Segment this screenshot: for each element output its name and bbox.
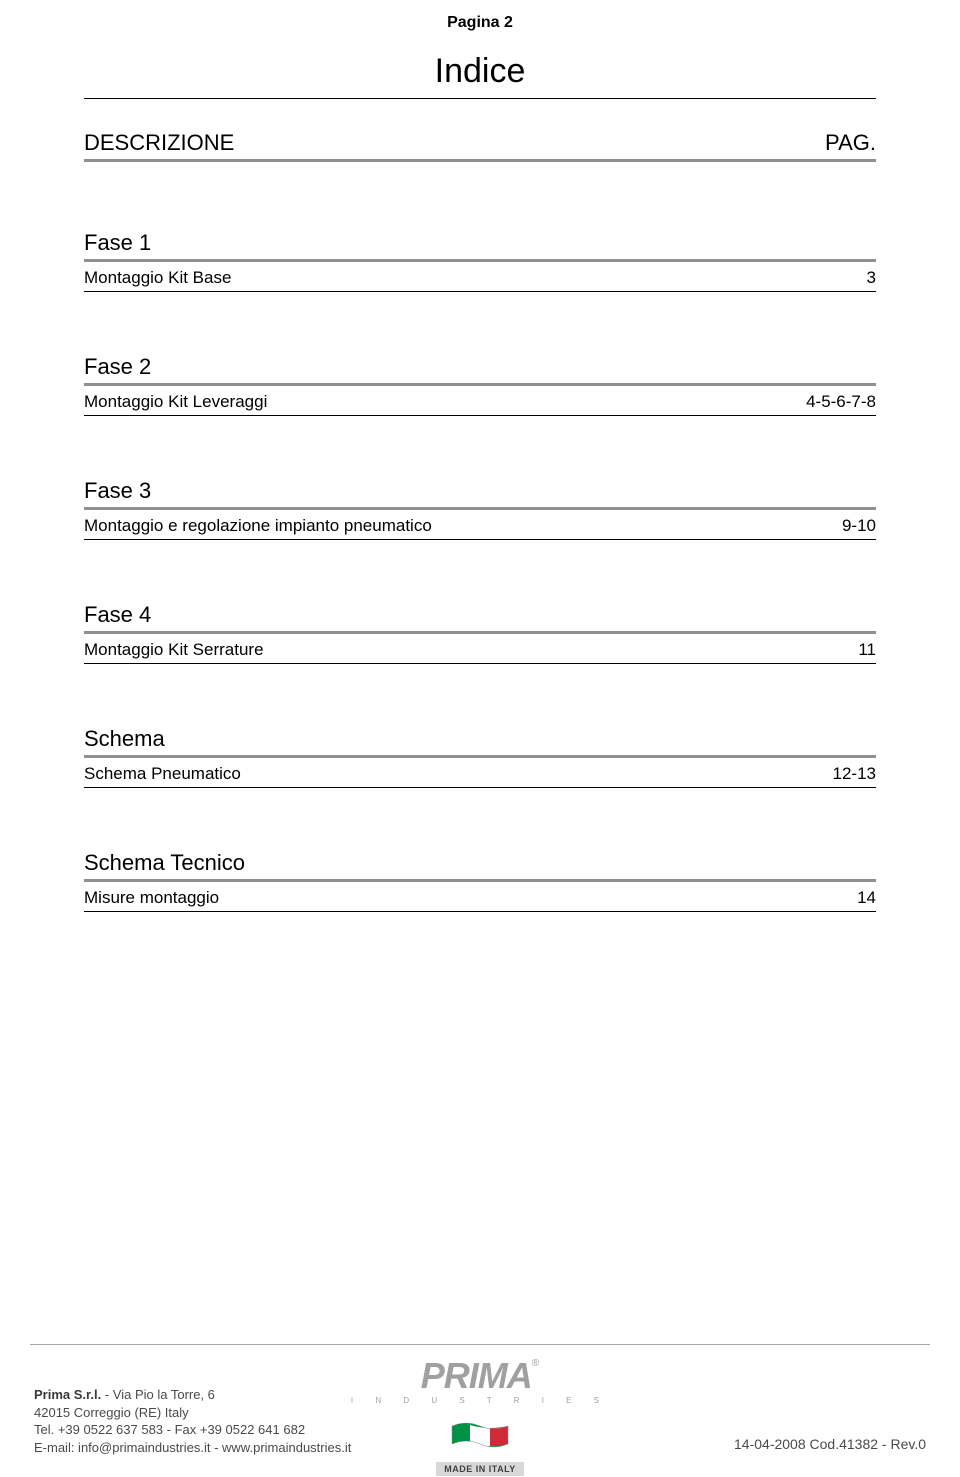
toc-header-left: DESCRIZIONE <box>84 130 234 156</box>
toc-item-row: Montaggio e regolazione impianto pneumat… <box>84 510 876 540</box>
registered-icon: ® <box>532 1358 539 1369</box>
toc-item-row: Montaggio Kit Serrature 11 <box>84 634 876 664</box>
footer-tel: Tel. +39 0522 637 583 - Fax +39 0522 641… <box>34 1421 351 1439</box>
toc-heading-label: Schema Tecnico <box>84 850 245 876</box>
toc-item-row: Montaggio Kit Base 3 <box>84 262 876 292</box>
toc-item-page: 4-5-6-7-8 <box>806 392 876 412</box>
toc-section-heading: Schema <box>84 720 876 758</box>
footer-address1: - <box>105 1387 113 1402</box>
toc-header-row: DESCRIZIONE PAG. <box>84 130 876 162</box>
footer-logo-block: PRIMA® I N D U S T R I E S MADE IN ITALY <box>340 1358 620 1477</box>
toc-heading-label: Fase 4 <box>84 602 151 628</box>
toc-heading-label: Fase 3 <box>84 478 151 504</box>
toc-heading-label: Schema <box>84 726 165 752</box>
footer-company: Prima S.r.l. <box>34 1387 101 1402</box>
toc-item-row: Schema Pneumatico 12-13 <box>84 758 876 788</box>
toc-item-page: 9-10 <box>842 516 876 536</box>
toc-item-page: 14 <box>857 888 876 908</box>
page-number: Pagina 2 <box>447 14 513 32</box>
toc-section-heading: Fase 3 <box>84 472 876 510</box>
footer-divider <box>30 1344 930 1345</box>
toc-item-row: Montaggio Kit Leveraggi 4-5-6-7-8 <box>84 386 876 416</box>
toc-item-label: Montaggio Kit Base <box>84 268 231 288</box>
toc-item-label: Montaggio e regolazione impianto pneumat… <box>84 516 432 536</box>
toc-section-heading: Schema Tecnico <box>84 844 876 882</box>
footer-address-block: Prima S.r.l. - Via Pio la Torre, 6 42015… <box>34 1386 351 1456</box>
italy-flag-icon <box>446 1420 514 1459</box>
toc-item-page: 12-13 <box>833 764 876 784</box>
made-in-italy-badge: MADE IN ITALY <box>436 1462 524 1476</box>
footer: Prima S.r.l. - Via Pio la Torre, 6 42015… <box>0 1344 960 1472</box>
toc-item-label: Montaggio Kit Serrature <box>84 640 264 660</box>
toc-section-heading: Fase 2 <box>84 348 876 386</box>
toc-content: DESCRIZIONE PAG. Fase 1 Montaggio Kit Ba… <box>84 130 876 912</box>
toc-item-label: Montaggio Kit Leveraggi <box>84 392 267 412</box>
footer-address2: 42015 Correggio (RE) Italy <box>34 1404 351 1422</box>
toc-header-right: PAG. <box>825 130 876 156</box>
logo-text: PRIMA <box>421 1355 532 1396</box>
toc-item-label: Misure montaggio <box>84 888 219 908</box>
prima-logo: PRIMA® I N D U S T R I E S <box>351 1358 609 1405</box>
toc-heading-label: Fase 1 <box>84 230 151 256</box>
page-title: Indice <box>435 52 526 91</box>
footer-email: E-mail: info@primaindustries.it - www.pr… <box>34 1439 351 1457</box>
toc-section-heading: Fase 4 <box>84 596 876 634</box>
toc-heading-label: Fase 2 <box>84 354 151 380</box>
toc-item-page: 3 <box>867 268 876 288</box>
footer-address1-text: Via Pio la Torre, 6 <box>113 1387 215 1402</box>
footer-meta: 14-04-2008 Cod.41382 - Rev.0 <box>734 1436 926 1452</box>
toc-item-page: 11 <box>858 640 876 660</box>
toc-section-heading: Fase 1 <box>84 224 876 262</box>
toc-item-row: Misure montaggio 14 <box>84 882 876 912</box>
logo-subtext: I N D U S T R I E S <box>351 1396 609 1405</box>
toc-item-label: Schema Pneumatico <box>84 764 241 784</box>
title-rule <box>84 98 876 99</box>
